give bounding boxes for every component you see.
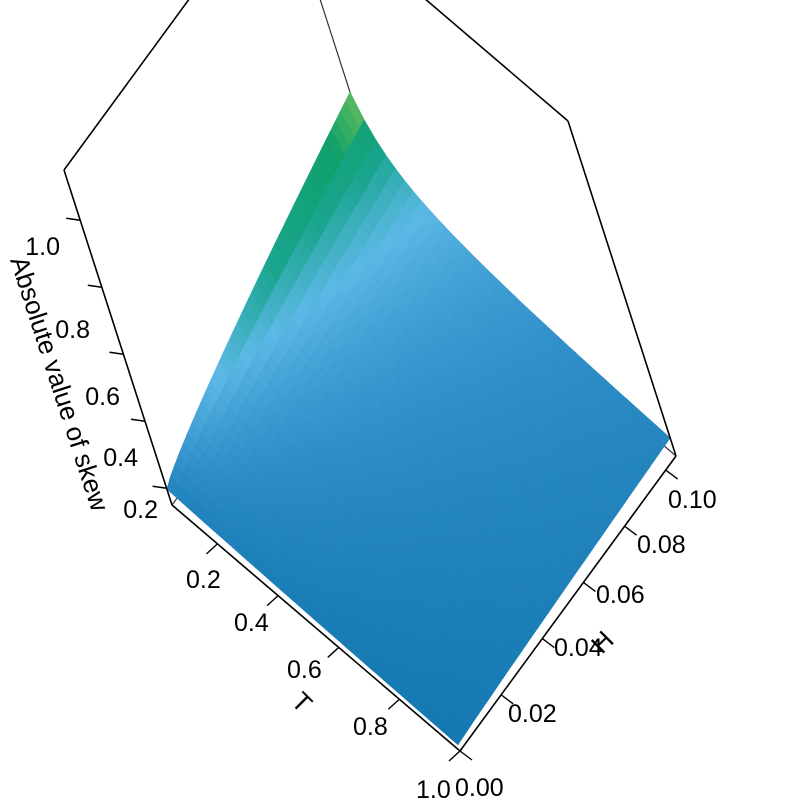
t-tick-label-0.6: 0.6: [287, 656, 322, 684]
h-tick-label-0.00: 0.00: [455, 774, 504, 802]
h-tick-mark: [665, 469, 679, 480]
z-tick-mark: [109, 351, 124, 355]
h-tick-label-0.06: 0.06: [596, 581, 645, 609]
z-axis: 1.0 0.8 0.6 0.4 0.2 Absolute value of sk…: [4, 217, 167, 524]
surface-facet: [450, 730, 464, 746]
t-axis-title: T: [286, 686, 319, 719]
t-tick-mark: [266, 595, 279, 607]
z-tick-mark: [130, 418, 146, 422]
t-tick-mark: [387, 698, 400, 710]
z-tick-label-0.8: 0.8: [55, 316, 90, 344]
z-tick-label-1.0: 1.0: [25, 233, 60, 261]
z-axis-ticks: [66, 217, 167, 489]
box-edge: [567, 120, 677, 457]
box-edge: [63, 169, 173, 506]
t-tick-label-0.2: 0.2: [186, 566, 221, 594]
z-tick-mark: [66, 217, 81, 221]
box-edge: [425, 0, 569, 122]
h-tick-mark: [624, 525, 637, 536]
z-tick-label-0.6: 0.6: [85, 383, 120, 411]
h-tick-label-0.08: 0.08: [637, 531, 686, 559]
t-axis-ticks: [206, 543, 461, 762]
h-axis-ticks: [459, 469, 679, 761]
h-tick-label-0.02: 0.02: [508, 700, 557, 728]
t-tick-mark: [206, 543, 218, 555]
z-tick-label-0.4: 0.4: [103, 444, 138, 472]
box-edge: [459, 455, 677, 752]
t-tick-mark: [448, 750, 461, 762]
h-tick-label-0.10: 0.10: [668, 486, 717, 514]
t-tick-label-0.4: 0.4: [234, 609, 269, 637]
t-tick-label-1.0: 1.0: [416, 776, 451, 804]
box-edge: [171, 504, 461, 752]
h-tick-mark: [583, 581, 596, 592]
surface-mesh: [166, 0, 677, 746]
bounding-box: [63, 0, 677, 752]
t-tick-label-0.8: 0.8: [353, 713, 388, 741]
box-edge: [63, 0, 190, 171]
h-tick-mark: [500, 694, 514, 705]
z-tick-mark: [152, 485, 167, 489]
h-tick-mark: [459, 750, 473, 761]
z-tick-mark: [87, 284, 102, 288]
h-tick-label-0.04: 0.04: [554, 634, 603, 662]
t-tick-mark: [327, 646, 340, 658]
h-tick-mark: [541, 638, 555, 649]
z-tick-label-0.2: 0.2: [123, 496, 158, 524]
